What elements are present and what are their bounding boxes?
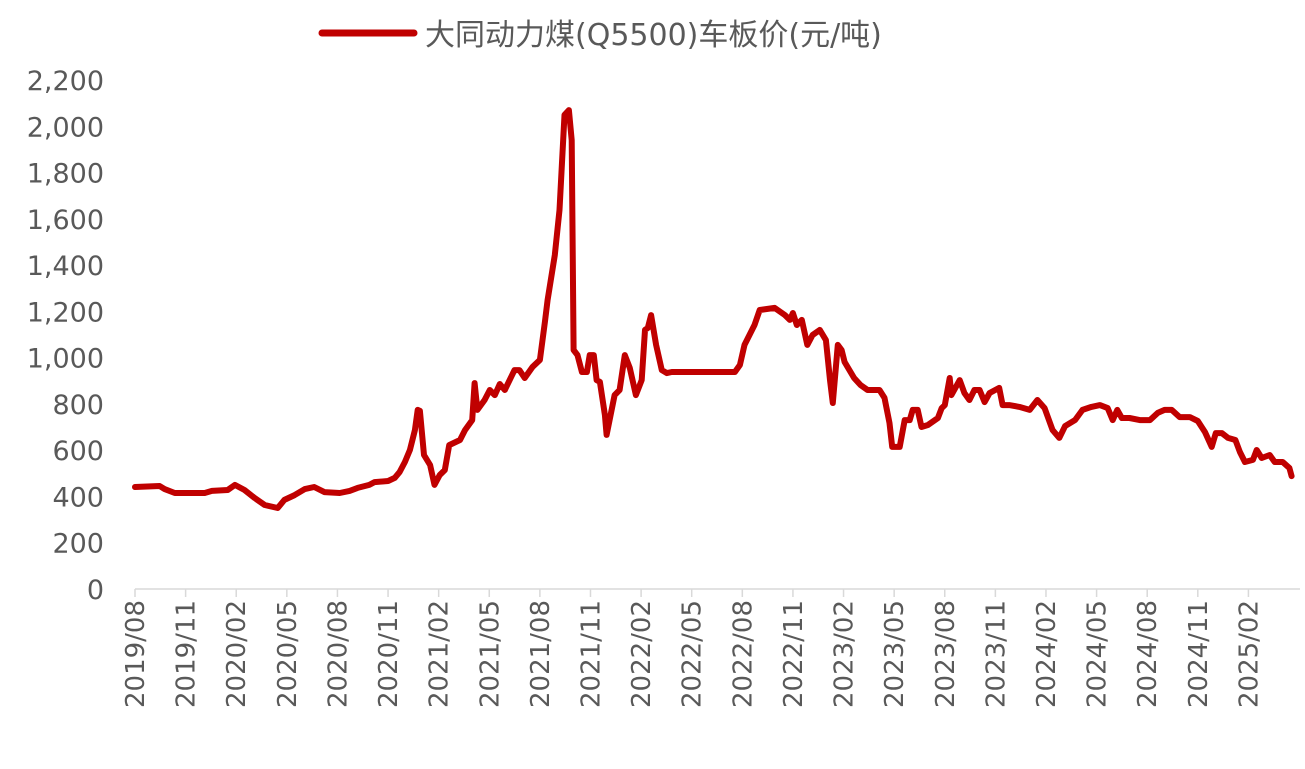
x-tick-label: 2021/05	[475, 600, 505, 708]
series-group	[132, 107, 1295, 511]
x-tick-label: 2019/11	[172, 600, 202, 708]
y-tick-label: 2,000	[27, 112, 104, 143]
x-tick-label: 2024/11	[1184, 600, 1214, 708]
x-axis: 2019/08 2019/11 2020/02 2020/05 2020/08 2020/…	[121, 588, 1300, 708]
x-tick-label: 2021/08	[526, 600, 556, 708]
x-tick-label: 2022/08	[728, 600, 758, 708]
x-tick-label: 2024/05	[1083, 600, 1113, 708]
x-tick-label: 2023/11	[981, 600, 1011, 708]
x-tick-label: 2020/08	[323, 600, 353, 708]
x-tick-label: 2021/11	[576, 600, 606, 708]
x-tick-label: 2024/02	[1032, 600, 1062, 708]
x-tick-label: 2020/02	[222, 600, 252, 708]
x-tick-label: 2023/02	[830, 600, 860, 708]
y-tick-label: 400	[52, 482, 104, 513]
x-tick-label: 2025/02	[1234, 600, 1264, 708]
x-tick-label: 2022/02	[627, 600, 657, 708]
y-tick-label: 1,200	[27, 297, 104, 328]
y-tick-label: 0	[87, 575, 104, 606]
y-tick-label: 1,400	[27, 251, 104, 282]
x-tick-label: 2021/02	[425, 600, 455, 708]
x-tick-label: 2020/11	[374, 600, 404, 708]
x-tick-label: 2023/05	[880, 600, 910, 708]
y-tick-label: 1,000	[27, 344, 104, 375]
series-line	[132, 107, 1295, 511]
legend: 大同动力煤(Q5500)车板价(元/吨)	[318, 18, 882, 53]
x-tick-label: 2019/08	[121, 600, 151, 708]
y-tick-label: 200	[52, 529, 104, 560]
x-tick-label: 2020/05	[273, 600, 303, 708]
y-axis: 0 200 400 600 800 1,000 1,200 1,400 1,600 1,800 2,…	[27, 66, 104, 606]
x-tick-label: 2022/11	[779, 600, 809, 708]
y-tick-label: 600	[52, 436, 104, 467]
legend-label: 大同动力煤(Q5500)车板价(元/吨)	[425, 18, 882, 53]
x-tick-label: 2024/08	[1133, 600, 1163, 708]
y-tick-label: 2,200	[27, 66, 104, 97]
x-tick-label: 2023/08	[931, 600, 961, 708]
x-tick-label: 2022/05	[678, 600, 708, 708]
y-tick-label: 800	[52, 390, 104, 421]
y-tick-label: 1,600	[27, 205, 104, 236]
y-tick-label: 1,800	[27, 159, 104, 190]
